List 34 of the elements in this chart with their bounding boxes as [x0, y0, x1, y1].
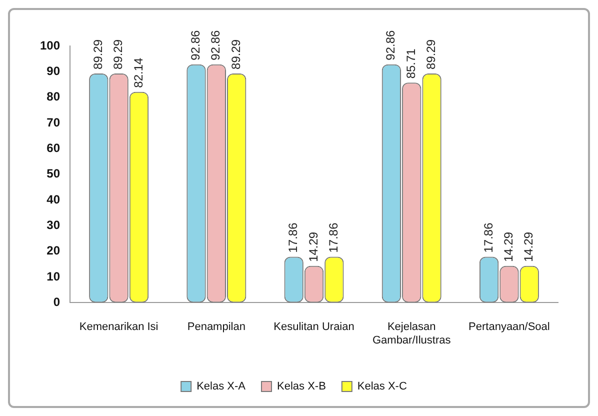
x-tick-label: Kesulitan Uraian	[274, 321, 354, 334]
data-label: 89.29	[90, 39, 105, 70]
legend-label: Kelas X-C	[357, 380, 407, 393]
y-tick-label: 70	[46, 115, 60, 130]
data-label: 17.86	[481, 222, 496, 253]
y-tick-label: 60	[46, 140, 60, 155]
y-tick-label: 40	[46, 192, 60, 206]
data-label: 17.86	[286, 222, 300, 253]
legend-label: Kelas X-B	[276, 380, 326, 393]
x-tick-label: Kejelasan Gambar/Ilustras	[372, 321, 452, 346]
data-label: 82.14	[131, 57, 146, 88]
data-label: 17.86	[326, 222, 340, 253]
y-tick-label: 30	[46, 218, 60, 232]
x-tick-label: Pertanyaan/Soal	[468, 321, 550, 334]
x-tick-label: Kemenarikan Isi	[79, 321, 158, 334]
data-label: 92.86	[188, 30, 203, 60]
y-tick-label: 20	[46, 244, 60, 258]
y-tick-label: 90	[46, 64, 60, 78]
data-label: 14.29	[306, 232, 320, 262]
data-label: 92.86	[208, 30, 223, 60]
y-tick-label: 80	[46, 90, 60, 104]
data-label: 89.29	[424, 39, 438, 70]
y-tick-label: 50	[46, 166, 60, 181]
data-label: 14.29	[502, 232, 516, 262]
data-label: 85.71	[404, 48, 418, 79]
legend-label: Kelas X-A	[196, 380, 246, 393]
data-label: 92.86	[384, 30, 398, 60]
y-tick-label: 10	[46, 269, 60, 284]
y-tick-label: 0	[53, 294, 60, 309]
y-tick-label: 100	[40, 38, 60, 52]
data-label: 89.29	[111, 39, 126, 70]
x-tick-label: Penampilan	[187, 321, 246, 334]
data-label: 89.29	[228, 39, 243, 70]
data-label: 14.29	[522, 232, 536, 262]
